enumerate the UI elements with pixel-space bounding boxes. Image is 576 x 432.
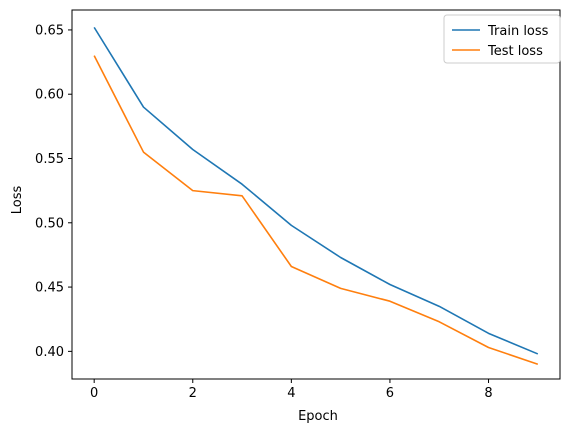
x-tick-label: 0 xyxy=(90,386,98,401)
series-line-train-loss xyxy=(93,26,539,355)
legend: Train loss Test loss xyxy=(443,14,561,64)
y-tick-label: 0.40 xyxy=(35,345,64,360)
y-tick-label: 0.65 xyxy=(35,23,64,38)
x-tick-label: 6 xyxy=(386,386,394,401)
y-tick-label: 0.55 xyxy=(35,152,64,167)
legend-label-test-loss: Test loss xyxy=(487,44,543,59)
y-tick-label: 0.50 xyxy=(35,216,64,231)
legend-box xyxy=(443,14,561,64)
y-tick-label: 0.60 xyxy=(35,88,64,103)
y-axis-ticks: 0.40 0.45 0.50 0.55 0.60 0.65 xyxy=(35,23,72,360)
y-axis-label: Loss xyxy=(10,186,25,215)
plot-lines xyxy=(93,26,539,365)
legend-label-train-loss: Train loss xyxy=(487,24,549,39)
x-axis-ticks: 0 2 4 6 8 xyxy=(90,379,493,401)
x-axis-label: Epoch xyxy=(298,409,338,424)
x-tick-label: 4 xyxy=(287,386,295,401)
x-tick-label: 2 xyxy=(189,386,197,401)
x-tick-label: 8 xyxy=(484,386,492,401)
plot-frame xyxy=(71,9,561,380)
series-line-test-loss xyxy=(93,55,539,365)
y-tick-label: 0.45 xyxy=(35,281,64,296)
